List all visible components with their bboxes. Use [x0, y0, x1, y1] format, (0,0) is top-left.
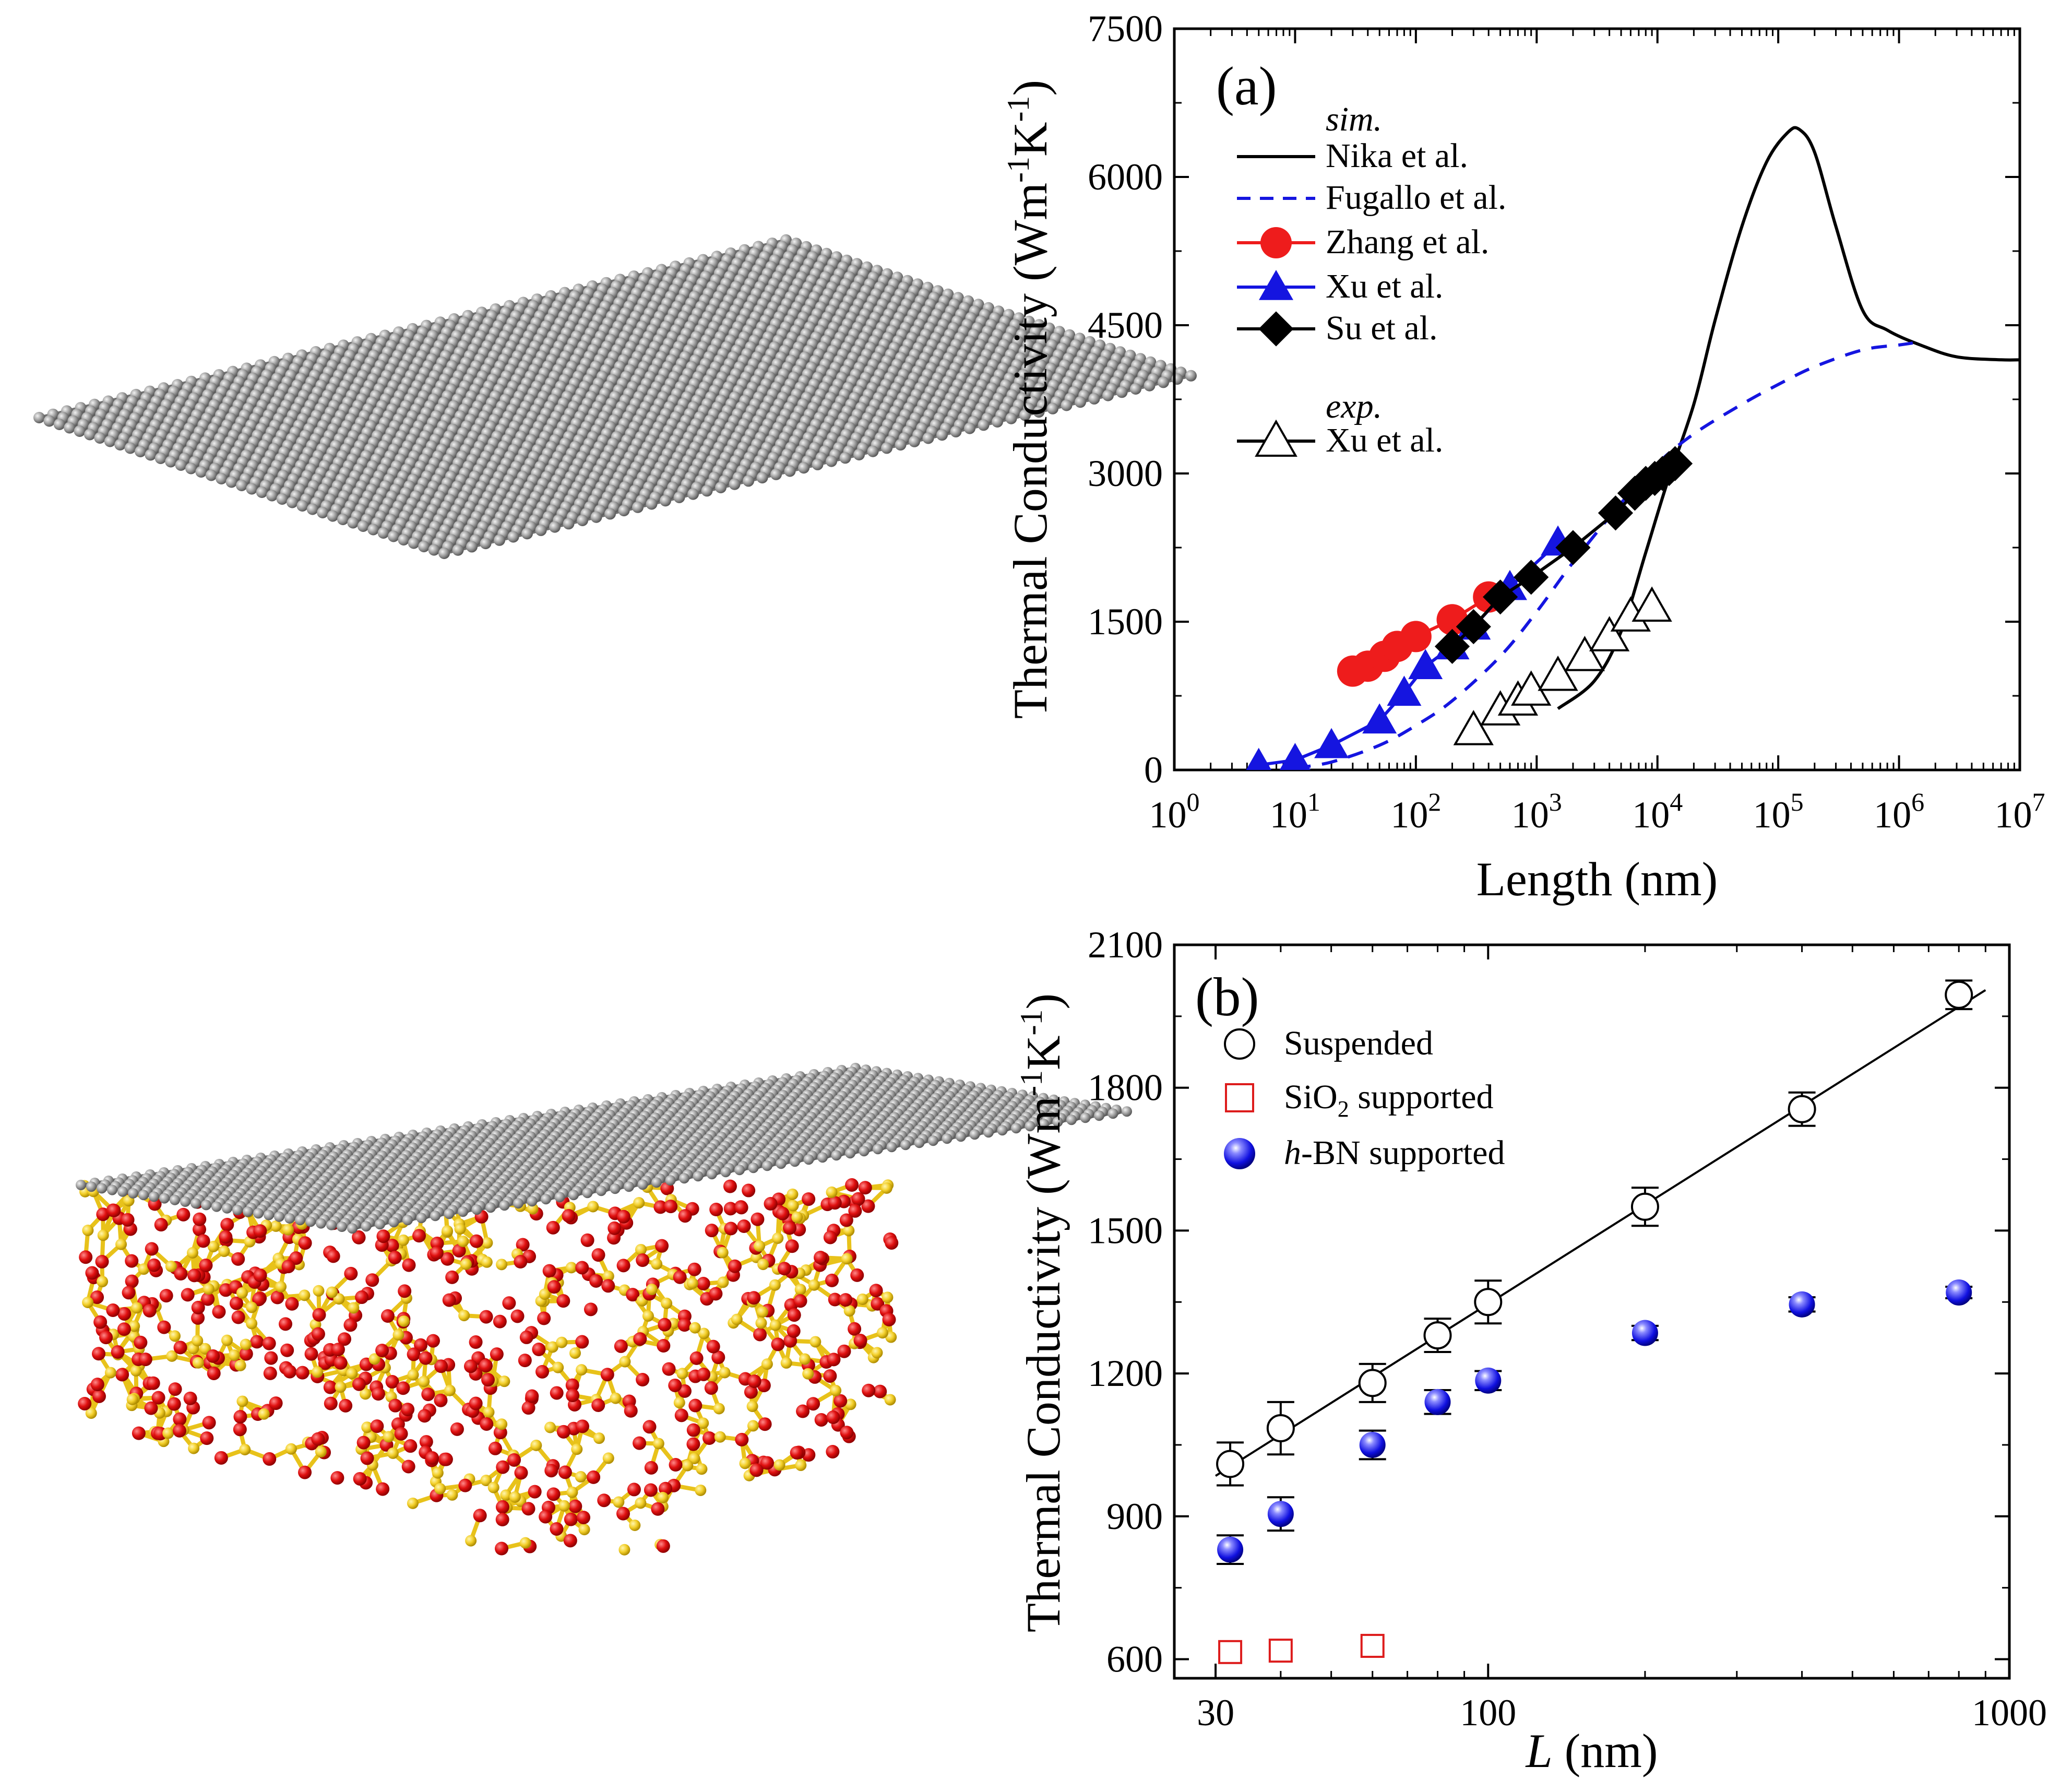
carbon-atom [84, 429, 96, 441]
carbon-atom [124, 442, 136, 454]
carbon-atom [114, 439, 126, 450]
carbon-atom [306, 503, 318, 515]
carbon-atom [154, 453, 166, 464]
carbon-atom [64, 422, 76, 434]
carbon-atom [256, 487, 268, 498]
carbon-atom [276, 493, 288, 505]
carbon-atom [33, 412, 45, 423]
carbon-atom [327, 510, 339, 522]
suspended-graphene-image [33, 234, 1197, 559]
carbon-atom [266, 490, 278, 502]
carbon-atom [317, 507, 329, 518]
carbon-atom [185, 462, 197, 475]
carbon-atom [165, 456, 177, 468]
carbon-atom [287, 496, 298, 508]
carbon-atom [236, 480, 247, 491]
carbon-atom [135, 446, 146, 457]
carbon-atom [195, 466, 207, 478]
carbon-atom [43, 415, 55, 427]
carbon-atom [337, 514, 349, 525]
carbon-atom [145, 449, 157, 461]
carbon-atom [246, 483, 258, 495]
carbon-atom [216, 473, 228, 484]
carbon-atom [175, 459, 187, 471]
carbon-atom [205, 469, 217, 481]
carbon-atom [94, 432, 106, 444]
carbon-atom [74, 425, 86, 437]
carbon-atom [104, 435, 116, 447]
carbon-atom [296, 500, 308, 512]
carbon-atom [53, 419, 65, 430]
carbon-atom [225, 476, 237, 488]
